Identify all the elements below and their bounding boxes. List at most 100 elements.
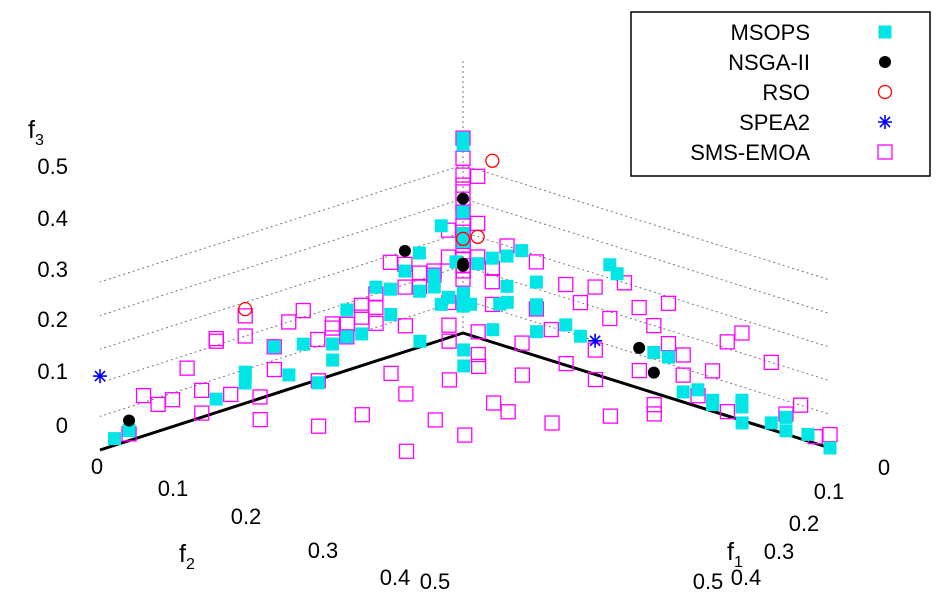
data-point-msops [413, 334, 427, 348]
data-point-sms-emoa [514, 335, 530, 351]
x-axis-label: f1 [727, 538, 743, 571]
data-point-msops [296, 337, 310, 351]
data-point-msops [559, 318, 573, 332]
legend-marker-rso [877, 84, 893, 100]
data-point-msops [384, 307, 398, 321]
data-point-sms-emoa [719, 334, 735, 350]
data-point-msops [413, 284, 427, 298]
data-point-msops [325, 337, 339, 351]
data-point-msops [457, 359, 471, 373]
z-tick-label: 0.3 [37, 257, 68, 282]
data-point-msops [530, 298, 544, 312]
data-point-msops [691, 383, 705, 397]
data-point-nsga-ii [633, 341, 646, 354]
z-tick-label: 0.2 [37, 307, 68, 332]
x-tick-label: 0.5 [693, 569, 724, 594]
data-point-msops [735, 393, 749, 407]
data-point-msops [398, 264, 412, 278]
data-point-msops [238, 376, 252, 390]
data-point-sms-emoa [266, 339, 282, 355]
data-point-sms-emoa [544, 415, 560, 431]
data-point-msops [735, 416, 749, 430]
data-point-sms-emoa [470, 346, 486, 363]
grid-line-back-right [462, 298, 831, 415]
data-point-sms-emoa [485, 395, 502, 411]
data-point-msops [108, 432, 122, 446]
data-point-sms-emoa [382, 254, 399, 270]
grid-line-back-left [99, 198, 464, 317]
data-point-sms-emoa [646, 396, 662, 413]
grid-line-back-right [462, 198, 831, 315]
data-point-sms-emoa [457, 427, 473, 443]
x-tick-label: 0.4 [731, 565, 762, 590]
data-point-msops [340, 303, 354, 317]
data-point-sms-emoa [339, 329, 355, 345]
data-point-rso [470, 229, 485, 244]
legend-label-msops: MSOPS [731, 20, 810, 45]
data-point-sms-emoa [602, 408, 619, 424]
legend-marker-sms-emoa [877, 144, 893, 160]
data-point-msops [267, 340, 281, 354]
data-point-sms-emoa [646, 317, 662, 334]
data-point-sms-emoa [441, 317, 457, 333]
z-tick-label: 0 [56, 413, 68, 438]
grid-line-back-left [99, 231, 464, 350]
data-point-sms-emoa [164, 392, 181, 408]
data-point-sms-emoa [324, 320, 340, 336]
data-point-sms-emoa [792, 397, 809, 413]
series-nsga-ii [123, 192, 660, 427]
data-point-sms-emoa [310, 418, 327, 434]
data-point-msops [427, 268, 441, 282]
data-point-sms-emoa [587, 279, 603, 295]
data-point-sms-emoa [295, 302, 311, 319]
grid-line-back-left [99, 298, 464, 417]
data-point-sms-emoa [514, 367, 531, 383]
data-point-msops [456, 287, 470, 301]
data-point-sms-emoa [223, 386, 239, 403]
data-point-msops [456, 138, 470, 152]
data-point-nsga-ii [647, 366, 660, 379]
data-point-msops [456, 205, 470, 219]
data-point-sms-emoa [455, 204, 471, 220]
data-point-sms-emoa [675, 367, 691, 383]
data-point-sms-emoa [427, 412, 443, 428]
data-point-nsga-ii [457, 257, 470, 270]
data-point-sms-emoa [179, 360, 195, 376]
axis-labels: f3 f1 f2 [28, 116, 743, 573]
y-tick-label: 0.1 [158, 476, 189, 501]
data-point-sms-emoa [281, 314, 297, 330]
data-point-msops [779, 410, 793, 424]
data-point-sms-emoa [572, 294, 589, 311]
legend-label-spea2: SPEA2 [739, 110, 810, 135]
data-point-sms-emoa [252, 411, 268, 428]
data-point-msops [515, 244, 529, 258]
data-point-sms-emoa [558, 355, 574, 372]
data-point-sms-emoa [383, 365, 399, 382]
z-tick-label: 0.5 [37, 154, 68, 179]
data-point-sms-emoa [719, 403, 736, 420]
data-point-msops [823, 441, 837, 455]
data-point-msops [311, 376, 325, 390]
data-point-sms-emoa [543, 321, 559, 338]
data-point-sms-emoa [646, 406, 662, 422]
legend-marker-msops [878, 25, 892, 39]
y-tick-label: 0.5 [420, 569, 451, 594]
data-point-msops [369, 280, 383, 294]
data-point-sms-emoa [441, 333, 457, 349]
data-point-sms-emoa [558, 276, 574, 293]
grid-line-back-left [99, 164, 464, 283]
data-point-sms-emoa [193, 382, 210, 399]
grid-line-back-right [462, 265, 831, 382]
series-spea2 [93, 333, 603, 384]
data-point-msops [676, 385, 690, 399]
x-tick-label: 0.3 [764, 539, 795, 564]
data-point-msops [610, 267, 624, 281]
z-axis-label: f3 [28, 116, 44, 149]
data-point-sms-emoa [704, 363, 721, 379]
data-point-sms-emoa [455, 177, 471, 193]
data-point-sms-emoa [631, 362, 647, 379]
x-tick-label: 0.1 [814, 479, 845, 504]
data-point-sms-emoa [660, 335, 677, 352]
grid-line-back-right [462, 231, 831, 348]
y-tick-label: 0.3 [308, 538, 339, 563]
